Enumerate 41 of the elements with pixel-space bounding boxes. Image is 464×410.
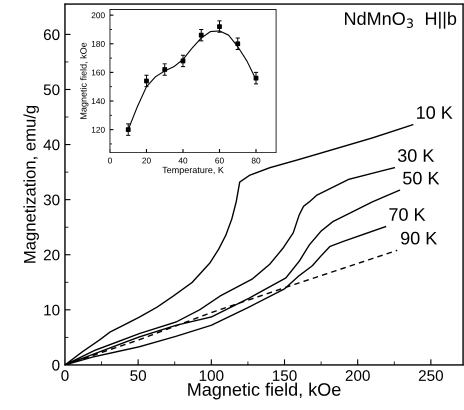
series-label: 30 K bbox=[398, 149, 434, 162]
point bbox=[198, 32, 204, 38]
y-tick-label: 120 bbox=[92, 126, 105, 133]
series-label: 90 K bbox=[400, 232, 438, 245]
x-tick-label: 0 bbox=[108, 158, 112, 164]
y-tick-label: 30 bbox=[44, 194, 60, 206]
y-tick-label: 10 bbox=[44, 304, 60, 316]
x-axis-title: Magnetic field, kOe bbox=[188, 382, 340, 400]
x-tick-label: 150 bbox=[272, 370, 297, 381]
x-tick-label: 100 bbox=[200, 370, 224, 381]
point bbox=[180, 58, 186, 64]
y-axis-title: Magnetic field, kOe bbox=[80, 42, 88, 119]
y-tick-label: 200 bbox=[92, 12, 105, 18]
annotation: NdMnO$_{3}$ H||b bbox=[345, 12, 456, 29]
series-label: 70 K bbox=[389, 208, 426, 221]
y-tick-label: 50 bbox=[44, 84, 60, 96]
point bbox=[162, 67, 168, 72]
point bbox=[235, 41, 240, 46]
y-tick-label: 40 bbox=[43, 139, 60, 150]
x-tick-label: 60 bbox=[215, 158, 224, 164]
y-tick-label: 160 bbox=[92, 70, 105, 76]
x-tick-label: 250 bbox=[418, 370, 444, 381]
x-tick-label: 40 bbox=[178, 158, 188, 164]
x-tick-label: 20 bbox=[142, 158, 151, 164]
x-axis-title: Temperature, K bbox=[162, 166, 224, 175]
x-tick-label: 0 bbox=[61, 370, 69, 381]
x-tick-label: 200 bbox=[346, 370, 370, 381]
y-tick-label: 140 bbox=[92, 98, 105, 104]
y-axis-title: Magnetization, emu/g bbox=[23, 106, 39, 263]
point bbox=[254, 76, 258, 81]
point bbox=[126, 127, 131, 132]
y-tick-label: 60 bbox=[44, 29, 60, 40]
y-tick-label: 180 bbox=[92, 40, 105, 47]
series-label: 10 K bbox=[417, 106, 453, 119]
x-tick-label: 50 bbox=[130, 370, 146, 381]
series-label: 50 K bbox=[403, 172, 440, 185]
point bbox=[144, 78, 149, 84]
y-tick-label: 0 bbox=[52, 360, 60, 371]
point bbox=[217, 24, 222, 29]
y-tick-label: 20 bbox=[44, 250, 60, 260]
x-tick-label: 80 bbox=[252, 158, 260, 164]
